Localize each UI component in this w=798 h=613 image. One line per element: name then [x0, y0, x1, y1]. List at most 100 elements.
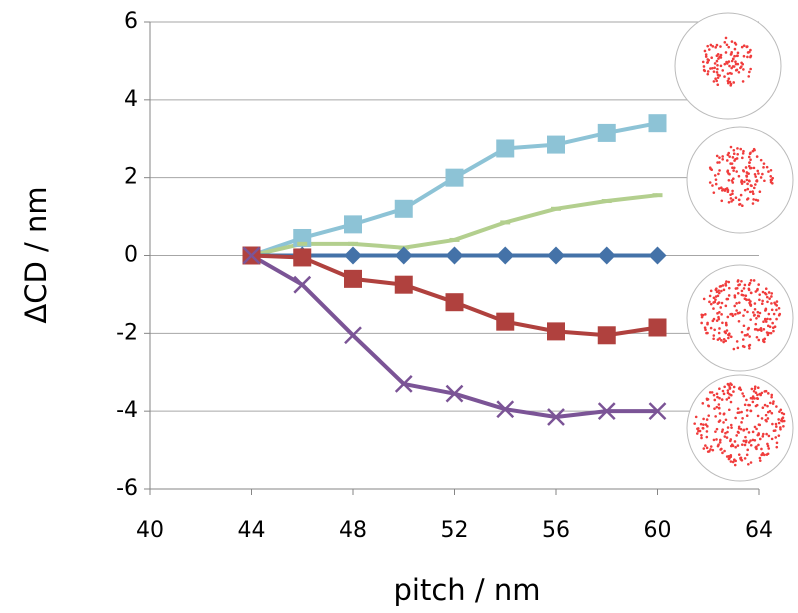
inset-dot [723, 450, 726, 453]
inset-dot [748, 431, 751, 434]
inset-dot [762, 291, 765, 294]
x-tick-label: 56 [542, 518, 570, 543]
inset-dot [725, 37, 728, 40]
inset-dot [774, 429, 777, 432]
inset-dot [749, 56, 752, 59]
inset-dot [747, 75, 750, 78]
inset-dot [754, 385, 757, 388]
inset-dot [756, 397, 759, 400]
inset-dot [720, 65, 723, 68]
inset-dot [750, 292, 753, 295]
inset-dot [741, 331, 744, 334]
series-line [252, 123, 658, 255]
inset-dot [701, 316, 704, 319]
inset-dot [732, 81, 735, 84]
y-tick-label: 4 [124, 87, 138, 112]
inset-dot [731, 40, 734, 43]
inset-dot [735, 302, 738, 305]
inset-dot [707, 405, 710, 408]
inset-dot [750, 444, 753, 447]
inset-dot [714, 298, 717, 301]
inset-dot [723, 41, 726, 44]
inset-dot [751, 388, 754, 391]
inset-dot [738, 175, 741, 178]
inset-dot [775, 425, 778, 428]
marker [547, 247, 565, 265]
inset-dot [750, 167, 753, 170]
inset-dot [725, 418, 728, 421]
y-tick-label: 2 [124, 165, 138, 190]
inset-dot [722, 188, 725, 191]
marker [395, 276, 413, 294]
inset-dot [734, 48, 737, 51]
inset-dot [744, 403, 747, 406]
inset-dot [711, 67, 714, 70]
inset-dot [741, 290, 744, 293]
inset-dot [768, 435, 771, 438]
inset-dot [718, 332, 721, 335]
inset-dot [718, 169, 721, 172]
inset-dot [715, 288, 718, 291]
inset-dot [700, 434, 703, 437]
inset-dot [778, 422, 781, 425]
inset-dot [770, 181, 773, 184]
inset-dot [780, 419, 783, 422]
inset-dot [725, 280, 728, 283]
inset-dot [747, 327, 750, 330]
inset-dot [734, 417, 737, 420]
inset-dot [748, 71, 751, 74]
inset-dot [713, 439, 716, 442]
inset-dot [748, 335, 751, 338]
inset-dot [730, 72, 733, 75]
inset-dot [735, 196, 738, 199]
inset-dot [719, 448, 722, 451]
inset-dot [730, 335, 733, 338]
inset-dot [713, 394, 716, 397]
inset-dot [742, 395, 745, 398]
inset-dot [738, 311, 741, 314]
inset-dot [732, 169, 735, 172]
inset-dot [779, 408, 782, 411]
inset-dot [730, 445, 733, 448]
inset-dot [768, 297, 771, 300]
inset-dot [752, 192, 755, 195]
marker [496, 313, 514, 331]
inset-dot [748, 347, 751, 350]
inset-dot [703, 447, 706, 450]
inset-dot [700, 423, 703, 426]
inset-dot [706, 45, 709, 48]
inset-dot [737, 407, 740, 410]
inset-dot [753, 148, 756, 151]
inset-dot [777, 418, 780, 421]
inset-dot [761, 417, 764, 420]
inset-dot [765, 293, 768, 296]
inset-dot [732, 390, 735, 393]
inset-dot [762, 433, 765, 436]
inset-dot [746, 449, 749, 452]
inset-dot [754, 308, 757, 311]
inset-dot [753, 314, 756, 317]
inset-dot [721, 69, 724, 72]
inset-dot [727, 333, 730, 336]
inset-dot [737, 279, 740, 282]
inset-dot [745, 399, 748, 402]
marker [446, 293, 464, 311]
inset-dot [732, 199, 735, 202]
inset-dot [750, 184, 753, 187]
inset-dot [741, 63, 744, 66]
inset-dot [746, 188, 749, 191]
inset-dot [708, 301, 711, 304]
inset-dot [763, 179, 766, 182]
inset-dot [740, 280, 743, 283]
inset-dot [756, 394, 759, 397]
inset-dot [724, 283, 727, 286]
inset-dot [709, 166, 712, 169]
inset-dot [702, 61, 705, 64]
inset-dot [736, 55, 739, 58]
inset-dot [778, 434, 781, 437]
inset-dot [717, 338, 720, 341]
inset-dot [715, 183, 718, 186]
inset-dot [713, 399, 716, 402]
inset-dot [718, 407, 721, 410]
inset-dot [775, 423, 778, 426]
